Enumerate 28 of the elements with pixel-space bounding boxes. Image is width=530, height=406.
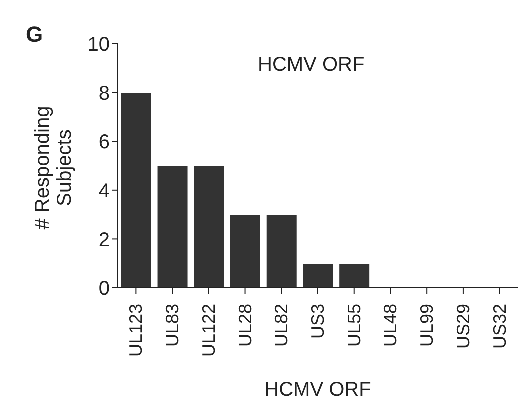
annotation: HCMV ORF (258, 54, 365, 77)
y-tick-label: 0 (98, 278, 110, 300)
bar (193, 166, 226, 288)
x-tick-label: UL123 (126, 304, 146, 358)
x-tick-label: UL99 (417, 304, 438, 348)
text: G (26, 22, 44, 48)
x-tick-label: UL48 (380, 304, 401, 348)
bar (230, 214, 262, 288)
bar (120, 92, 152, 288)
x-tick-label: UL28 (235, 304, 256, 348)
x-tick-label: US3 (308, 304, 328, 340)
bar (266, 214, 298, 288)
y-tick-label: 8 (98, 82, 110, 105)
x-tick-label: UL122 (198, 304, 219, 358)
x-axis-title: HCMV ORF (264, 379, 372, 401)
bar (156, 166, 189, 288)
x-tick-label: US29 (453, 304, 474, 350)
bar (302, 263, 334, 288)
x-tick-label: UL82 (272, 304, 292, 348)
x-tick-label: UL55 (344, 304, 364, 348)
y-tick-label: 2 (98, 229, 110, 252)
y-tick-label: 10 (88, 34, 110, 56)
y-axis-title: # Responding Subjects (32, 106, 76, 230)
y-tick-label: 4 (98, 180, 110, 202)
y-tick-label: 6 (98, 132, 110, 154)
bar (338, 263, 371, 288)
x-tick-label: UL83 (162, 304, 183, 348)
x-tick-label: US32 (490, 304, 510, 350)
